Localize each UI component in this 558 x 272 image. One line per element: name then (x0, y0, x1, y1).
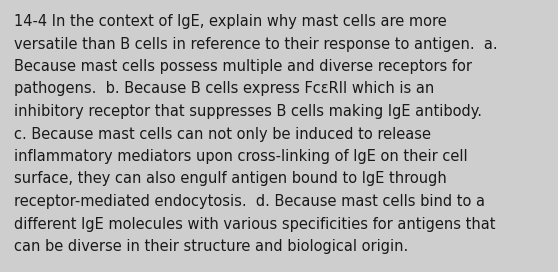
Text: can be diverse in their structure and biological origin.: can be diverse in their structure and bi… (14, 239, 408, 254)
Text: inflammatory mediators upon cross-linking of IgE on their cell: inflammatory mediators upon cross-linkin… (14, 149, 468, 164)
Text: c. Because mast cells can not only be induced to release: c. Because mast cells can not only be in… (14, 126, 431, 141)
Text: pathogens.  b. Because B cells express FcεRII which is an: pathogens. b. Because B cells express Fc… (14, 82, 434, 97)
Text: surface, they can also engulf antigen bound to IgE through: surface, they can also engulf antigen bo… (14, 172, 447, 187)
Text: Because mast cells possess multiple and diverse receptors for: Because mast cells possess multiple and … (14, 59, 472, 74)
Text: inhibitory receptor that suppresses B cells making IgE antibody.: inhibitory receptor that suppresses B ce… (14, 104, 482, 119)
Text: different IgE molecules with various specificities for antigens that: different IgE molecules with various spe… (14, 217, 496, 231)
Text: 14-4 In the context of IgE, explain why mast cells are more: 14-4 In the context of IgE, explain why … (14, 14, 447, 29)
Text: versatile than B cells in reference to their response to antigen.  a.: versatile than B cells in reference to t… (14, 36, 498, 51)
Text: receptor-mediated endocytosis.  d. Because mast cells bind to a: receptor-mediated endocytosis. d. Becaus… (14, 194, 485, 209)
